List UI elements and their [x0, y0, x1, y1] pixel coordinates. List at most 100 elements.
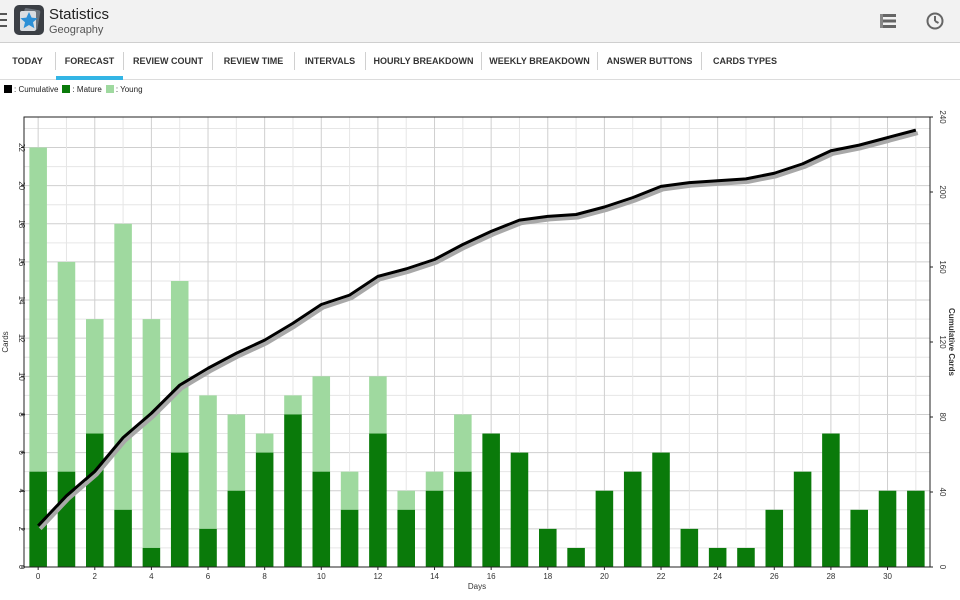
bar-young	[340, 471, 359, 510]
x-tick-label: 20	[600, 572, 609, 581]
bar-young	[170, 280, 189, 453]
x-tick-label: 26	[770, 572, 779, 581]
x-tick-label: 14	[430, 572, 439, 581]
bar-young	[114, 223, 132, 510]
y-axis-title: Cards	[1, 331, 10, 352]
bar-young	[425, 471, 444, 491]
bar-mature	[454, 471, 472, 567]
menu-icon[interactable]	[0, 13, 8, 29]
bar-mature	[29, 471, 47, 567]
legend-label-mature: : Mature	[72, 84, 102, 94]
bar-mature	[86, 433, 104, 567]
bar-mature	[907, 490, 925, 567]
x-tick-label: 0	[36, 572, 41, 581]
tab-divider	[481, 52, 482, 70]
x-tick-label: 18	[543, 572, 552, 581]
x-tick-label: 10	[317, 572, 326, 581]
cumulative-line	[37, 128, 917, 527]
tab-weekly-breakdown[interactable]: WEEKLY BREAKDOWN	[489, 56, 590, 66]
tab-hourly-breakdown[interactable]: HOURLY BREAKDOWN	[373, 56, 474, 66]
y2-tick-label: 160	[938, 260, 947, 274]
bar-young	[142, 319, 161, 548]
x-tick-label: 16	[487, 572, 496, 581]
bar-mature	[57, 471, 76, 567]
x-tick-label: 4	[149, 572, 154, 581]
bar-mature	[255, 452, 274, 567]
x-tick-label: 22	[657, 572, 666, 581]
tab-today[interactable]: TODAY	[12, 56, 43, 66]
bar-mature	[567, 547, 585, 567]
tab-forecast[interactable]: FORECAST	[56, 43, 123, 80]
y2-tick-label: 80	[938, 413, 947, 422]
bar-young	[86, 319, 104, 434]
x-tick-label: 12	[373, 572, 382, 581]
y-tick-label: 0	[17, 565, 26, 570]
y2-tick-label: 240	[938, 110, 947, 124]
tab-divider	[123, 52, 124, 70]
bar-mature	[142, 547, 161, 567]
action-bar: Statistics Geography	[0, 0, 960, 43]
x-tick-label: 8	[262, 572, 267, 581]
bar-mature	[369, 433, 387, 567]
bar-mature	[765, 509, 784, 567]
bar-young	[227, 414, 246, 491]
tab-cards-types[interactable]: CARDS TYPES	[712, 56, 777, 66]
y2-tick-label: 200	[938, 185, 947, 199]
y2-tick-label: 120	[938, 335, 947, 349]
stats-tab-bar: TODAY FORECAST REVIEW COUNT REVIEW TIME …	[0, 43, 960, 80]
tab-review-count[interactable]: REVIEW COUNT	[132, 56, 203, 66]
bar-mature	[170, 452, 189, 567]
bar-mature	[737, 547, 755, 567]
y-tick-label: 6	[17, 450, 26, 455]
tab-answer-buttons[interactable]: ANSWER BUTTONS	[606, 56, 693, 66]
bar-mature	[510, 452, 529, 567]
bar-young	[57, 261, 76, 472]
bar-mature	[822, 433, 840, 567]
bar-mature	[312, 471, 331, 567]
legend-swatch-young	[105, 85, 114, 93]
bar-mature	[482, 433, 500, 567]
bar-mature	[199, 528, 217, 567]
legend-label-young: : Young	[115, 84, 143, 94]
tab-review-time[interactable]: REVIEW TIME	[223, 56, 284, 66]
y-tick-label: 2	[17, 527, 26, 532]
tab-intervals[interactable]: INTERVALS	[304, 56, 356, 66]
app-title: Statistics	[49, 6, 110, 23]
x-tick-label: 28	[826, 572, 835, 581]
chart-legend: : Cumulative : Mature : Young	[4, 83, 147, 95]
y2-axis-title: Cumulative Cards	[947, 308, 956, 377]
bar-young	[199, 395, 217, 529]
bar-young	[284, 395, 302, 415]
bar-young	[454, 414, 472, 472]
legend-swatch-mature	[62, 85, 71, 93]
y-tick-label: 12	[17, 334, 26, 343]
bar-mature	[539, 528, 557, 567]
bar-mature	[397, 509, 415, 567]
x-tick-label: 24	[713, 572, 722, 581]
tab-divider	[294, 52, 295, 70]
cumulative-line-shadow	[38, 131, 919, 531]
x-tick-label: 2	[93, 572, 98, 581]
y-tick-label: 20	[17, 181, 26, 190]
bar-young	[312, 376, 331, 472]
bar-mature	[340, 509, 359, 567]
tab-divider	[212, 52, 213, 70]
y-tick-label: 22	[17, 143, 26, 152]
x-tick-label: 6	[206, 572, 211, 581]
y-tick-label: 8	[17, 412, 26, 417]
bar-mature	[227, 490, 246, 567]
list-view-icon[interactable]	[878, 11, 898, 31]
y-tick-label: 14	[17, 296, 26, 305]
tab-divider	[365, 52, 366, 70]
tab-divider	[597, 52, 598, 70]
y-tick-label: 4	[17, 489, 26, 494]
bar-mature	[114, 509, 132, 567]
x-tick-label: 30	[883, 572, 892, 581]
y2-tick-label: 40	[938, 488, 947, 497]
bar-mature	[878, 490, 897, 567]
bar-mature	[284, 414, 302, 567]
clock-icon[interactable]	[925, 11, 945, 31]
bar-mature	[680, 528, 699, 567]
star-deck-icon[interactable]	[14, 5, 44, 35]
y2-tick-label: 0	[938, 565, 947, 570]
